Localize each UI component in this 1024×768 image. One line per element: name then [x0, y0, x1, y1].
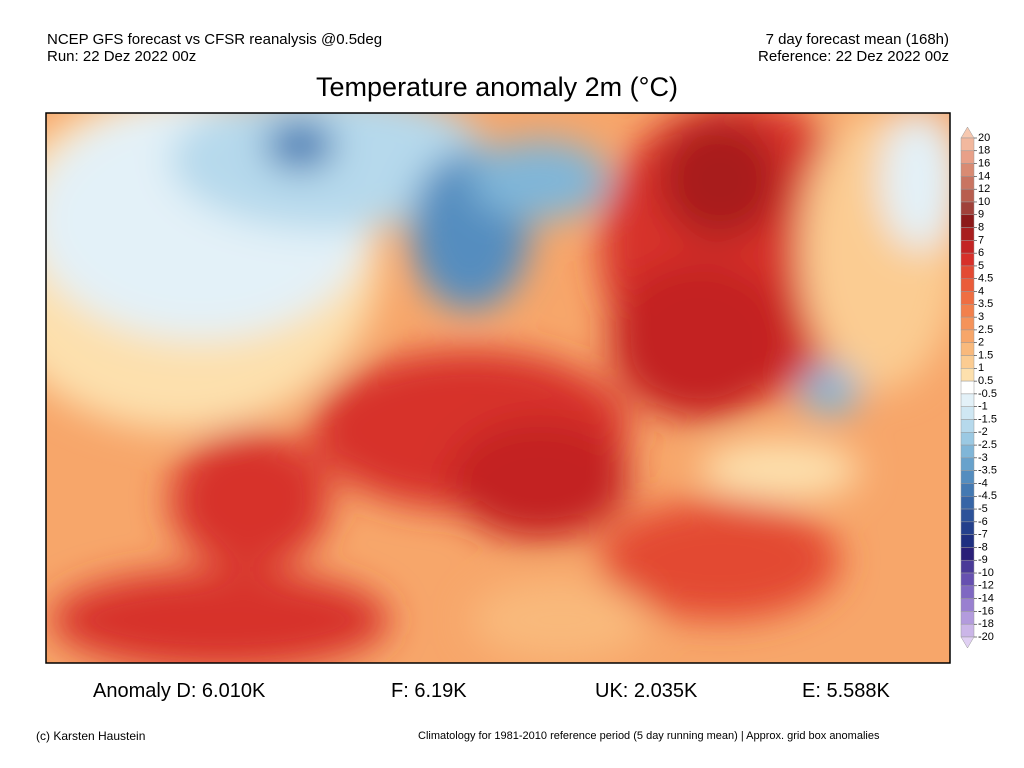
colorbar-box — [960, 585, 975, 599]
colorbar-box — [960, 483, 975, 497]
field-blobs — [46, 113, 950, 663]
colorbar-box — [960, 355, 975, 369]
map-frame — [45, 112, 951, 664]
colorbar-box — [960, 265, 975, 279]
colorbar-label: -16 — [978, 605, 994, 617]
footer-right: Climatology for 1981-2010 reference peri… — [418, 730, 880, 742]
colorbar-end — [960, 636, 975, 649]
colorbar-label: 18 — [978, 145, 990, 157]
colorbar-box — [960, 406, 975, 420]
colorbar-label: -10 — [978, 567, 994, 579]
colorbar-label: 3 — [978, 311, 984, 323]
colorbar-label: 3.5 — [978, 298, 993, 310]
colorbar-label: -2 — [978, 426, 988, 438]
colorbar-box — [960, 623, 975, 638]
colorbar-box — [960, 598, 975, 612]
stat: UK: 2.035K — [595, 680, 698, 702]
colorbar-box — [960, 252, 975, 267]
colorbar-box — [960, 419, 975, 433]
colorbar-box — [960, 316, 975, 331]
colorbar-box — [960, 188, 975, 203]
stat: F: 6.19K — [391, 680, 467, 702]
colorbar-box — [960, 508, 975, 523]
colorbar-label: -18 — [978, 618, 994, 630]
colorbar-label: 8 — [978, 221, 984, 233]
colorbar-label: -7 — [978, 529, 988, 541]
colorbar-label: -4.5 — [978, 490, 997, 502]
colorbar-box — [960, 393, 975, 407]
colorbar-box — [960, 368, 975, 382]
colorbar-label: 2.5 — [978, 324, 993, 336]
colorbar-box — [960, 547, 975, 561]
colorbar-box — [960, 457, 975, 471]
colorbar-label: -14 — [978, 593, 994, 605]
colorbar-label: -2.5 — [978, 439, 997, 451]
colorbar-box — [960, 150, 975, 164]
stat: E: 5.588K — [802, 680, 890, 702]
colorbar-label: -9 — [978, 554, 988, 566]
colorbar-box — [960, 176, 975, 190]
colorbar-box — [960, 611, 975, 625]
colorbar-label: -12 — [978, 580, 994, 592]
colorbar-label: -1.5 — [978, 413, 997, 425]
footer-left: (c) Karsten Haustein — [36, 729, 146, 743]
colorbar-label: -5 — [978, 503, 988, 515]
colorbar-box — [960, 304, 975, 318]
stat: Anomaly D: 6.010K — [93, 680, 266, 702]
colorbar-box — [960, 380, 975, 395]
colorbar-label: 4 — [978, 285, 984, 297]
header-left-2: Run: 22 Dez 2022 00z — [47, 48, 197, 65]
colorbar-label: -3 — [978, 452, 988, 464]
colorbar-box — [960, 240, 975, 254]
colorbar-label: 5 — [978, 260, 984, 272]
colorbar-box — [960, 521, 975, 535]
colorbar-box — [960, 432, 975, 446]
colorbar-label: 16 — [978, 157, 990, 169]
colorbar: 201816141210987654.543.532.521.510.5-0.5… — [960, 126, 997, 649]
colorbar-label: 7 — [978, 234, 984, 246]
colorbar-label: 12 — [978, 183, 990, 195]
colorbar-box — [960, 342, 975, 356]
colorbar-box — [960, 534, 975, 548]
header-right-2: Reference: 22 Dez 2022 00z — [758, 48, 949, 65]
colorbar-box — [960, 214, 975, 228]
colorbar-box — [960, 201, 975, 216]
colorbar-box — [960, 329, 975, 343]
colorbar-label: -0.5 — [978, 388, 997, 400]
colorbar-box — [960, 163, 975, 177]
colorbar-label: -3.5 — [978, 465, 997, 477]
colorbar-label: -20 — [978, 631, 994, 643]
header-right-1: 7 day forecast mean (168h) — [765, 31, 949, 48]
colorbar-label: -8 — [978, 541, 988, 553]
colorbar-label: 4.5 — [978, 273, 993, 285]
colorbar-box — [960, 137, 975, 152]
colorbar-label: 20 — [978, 132, 990, 144]
colorbar-label: -1 — [978, 401, 988, 413]
colorbar-box — [960, 291, 975, 305]
colorbar-box — [960, 496, 975, 510]
map-title: Temperature anomaly 2m (°C) — [316, 72, 678, 102]
colorbar-box — [960, 470, 975, 484]
colorbar-box — [960, 278, 975, 292]
colorbar-box — [960, 559, 975, 574]
colorbar-box — [960, 444, 975, 459]
colorbar-label: 6 — [978, 247, 984, 259]
colorbar-box — [960, 572, 975, 587]
colorbar-label: 1.5 — [978, 349, 993, 361]
colorbar-label: 0.5 — [978, 375, 993, 387]
colorbar-label: -4 — [978, 477, 988, 489]
colorbar-label: 2 — [978, 337, 984, 349]
colorbar-box — [960, 227, 975, 241]
colorbar-label: 10 — [978, 196, 990, 208]
colorbar-label: 14 — [978, 170, 990, 182]
colorbar-label: -6 — [978, 516, 988, 528]
anomaly-field — [46, 113, 950, 663]
colorbar-end — [960, 126, 975, 139]
colorbar-label: 9 — [978, 209, 984, 221]
header-left-1: NCEP GFS forecast vs CFSR reanalysis @0.… — [47, 31, 383, 48]
colorbar-label: 1 — [978, 362, 984, 374]
